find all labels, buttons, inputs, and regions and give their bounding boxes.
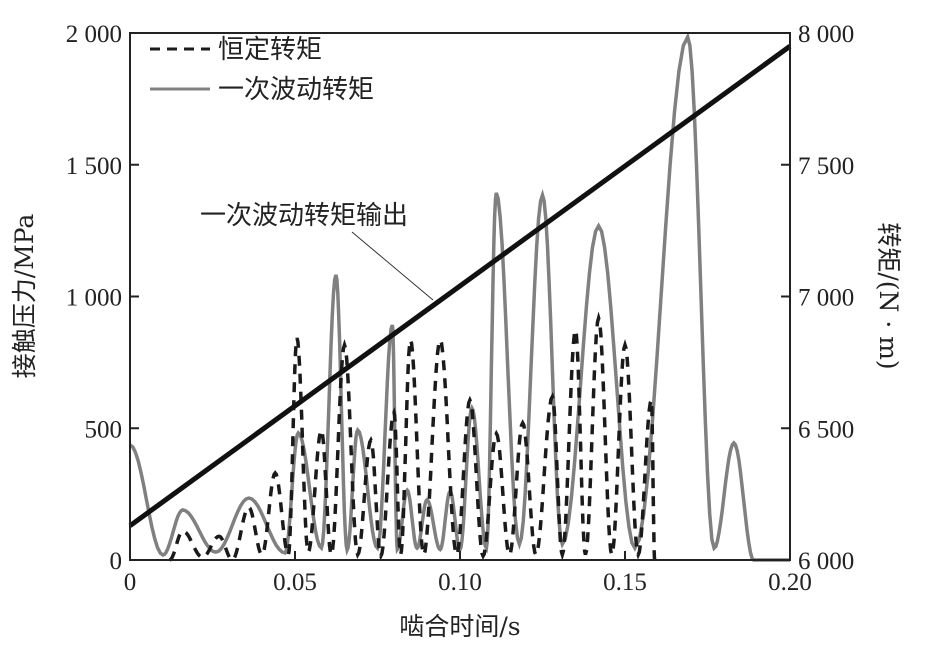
y2-axis-label: 转矩/(N · m) bbox=[874, 222, 903, 369]
y-tick-label: 1 000 bbox=[66, 285, 122, 312]
annotation-leader bbox=[351, 231, 434, 301]
legend: 恒定转矩 一次波动转矩 bbox=[150, 35, 374, 105]
y-axis-label: 接触压力/MPa bbox=[10, 214, 39, 379]
series-torque-output-line bbox=[128, 44, 792, 528]
x-tick-label: 0.20 bbox=[768, 569, 812, 596]
x-tick-label: 0.15 bbox=[603, 569, 647, 596]
x-tick-label: 0.05 bbox=[273, 569, 317, 596]
y2-tick-label: 6 000 bbox=[798, 548, 854, 575]
legend-label-fluctuating-torque: 一次波动转矩 bbox=[218, 75, 374, 105]
y2-tick-label: 8 000 bbox=[798, 21, 854, 48]
y2-tick-label: 7 500 bbox=[798, 153, 854, 180]
y2-tick-label: 7 000 bbox=[798, 285, 854, 312]
y-tick-label: 500 bbox=[85, 416, 123, 443]
x-axis-label: 啮合时间/s bbox=[399, 612, 520, 641]
x-tick-label: 0 bbox=[124, 569, 137, 596]
annotation-label: 一次波动转矩输出 bbox=[200, 201, 408, 231]
y-tick-label: 0 bbox=[110, 548, 123, 575]
y-tick-label: 1 500 bbox=[66, 153, 122, 180]
y2-tick-label: 6 500 bbox=[798, 416, 854, 443]
y-tick-label: 2 000 bbox=[66, 21, 122, 48]
series-constant-torque-line bbox=[168, 311, 657, 562]
series-fluctuating-torque-line bbox=[129, 32, 790, 562]
x-tick-label: 0.10 bbox=[438, 569, 482, 596]
legend-label-constant-torque: 恒定转矩 bbox=[218, 35, 322, 65]
plot-frame bbox=[129, 32, 791, 561]
